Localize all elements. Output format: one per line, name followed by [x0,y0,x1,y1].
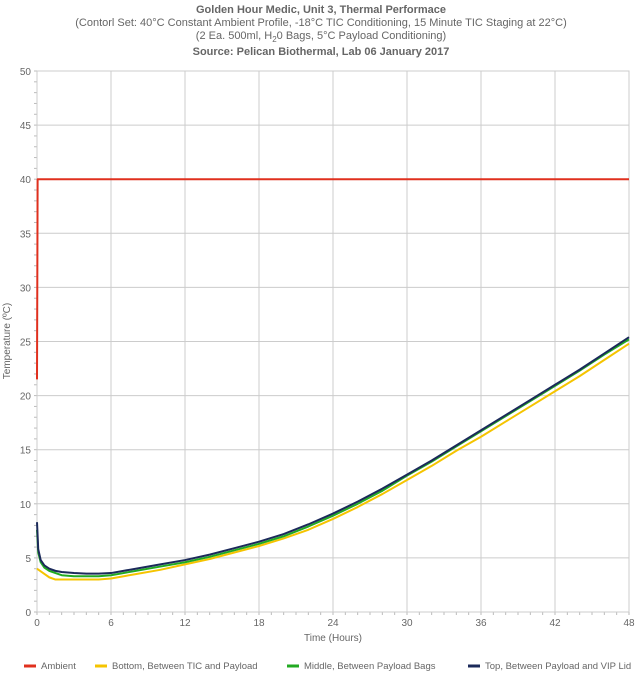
series-line-2 [36,342,630,581]
legend-label: Ambient [41,661,76,672]
legend: Ambient Bottom, Between TIC and Payload Mi… [24,661,631,672]
y-tick-label: 15 [20,446,32,457]
legend-label: Top, Between Payload and VIP Lid [485,661,631,672]
y-tick-label: 30 [20,283,32,294]
payload-text-sub: 2 [272,35,277,45]
y-tick-label: 40 [20,175,32,186]
grid-layer [34,70,630,615]
payload-text-a: (2 Ea. 500ml, H [195,30,273,42]
x-tick-label: 6 [108,618,114,629]
series-layer [36,178,630,581]
x-tick-label: 24 [327,618,339,629]
x-tick-label: 42 [549,618,561,629]
y-axis-label: Temperature (ºC) [2,303,13,379]
x-tick-label: 48 [623,618,635,629]
legend-label: Middle, Between Payload Bags [304,661,436,672]
series-line-1 [36,178,629,380]
x-tick-label: 18 [253,618,265,629]
series-line-4 [36,336,630,575]
y-tick-label: 25 [20,338,32,349]
x-tick-label: 12 [179,618,191,629]
chart-titles: Golden Hour Medic, Unit 3, Thermal Perfo… [0,4,642,59]
y-tick-label: 10 [20,500,32,511]
y-tick-label: 35 [20,229,32,240]
payload-text-b: 0 Bags, 5°C Payload Conditioning) [276,30,447,42]
chart-subtitle-conditions: (Contorl Set: 40°C Constant Ambient Prof… [75,17,567,29]
y-tick-label: 0 [25,608,31,619]
legend-label: Bottom, Between TIC and Payload [112,661,258,672]
x-tick-label: 36 [475,618,487,629]
x-axis-label: Time (Hours) [304,633,362,644]
chart-title: Golden Hour Medic, Unit 3, Thermal Perfo… [196,4,446,16]
chart-source: Source: Pelican Biothermal, Lab 06 Janua… [192,46,450,59]
y-tick-label: 20 [20,392,32,403]
x-tick-label: 30 [401,618,413,629]
y-tick-label: 50 [20,67,32,78]
y-tick-label: 5 [25,554,31,565]
tick-labels: 0 5 10 15 20 25 30 35 40 45 50 0 6 12 18 24 30 36 42 48 [20,67,635,629]
chart-subtitle-payload: (2 Ea. 500ml, H20 Bags, 5°C Payload Cond… [0,30,642,46]
x-tick-label: 0 [34,618,40,629]
y-tick-label: 45 [20,121,32,132]
